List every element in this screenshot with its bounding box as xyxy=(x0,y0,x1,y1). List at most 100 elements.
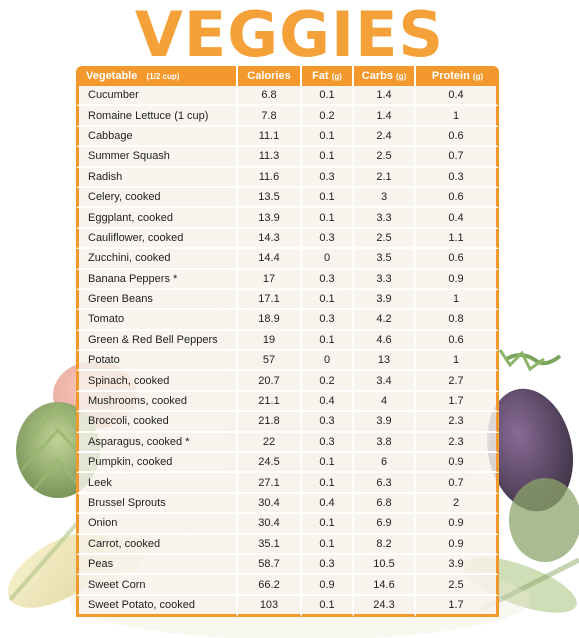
fat-cell: 0.3 xyxy=(302,167,354,188)
column-header-protein: Protein (g) xyxy=(416,66,499,86)
vegetable-cell: Pumpkin, cooked xyxy=(76,453,238,474)
fat-cell: 0.1 xyxy=(302,473,354,494)
page-title: VEGGIES xyxy=(134,0,445,71)
calories-cell: 6.8 xyxy=(238,86,302,107)
table-header-row: Vegetable (1/2 cup) Calories Fat (g) Car… xyxy=(76,66,499,86)
table-row: Asparagus, cooked * 22 0.3 3.8 2.3 xyxy=(76,432,499,454)
carbs-cell: 13 xyxy=(354,351,416,372)
vegetable-cell: Broccoli, cooked xyxy=(76,412,238,433)
calories-cell: 13.5 xyxy=(238,187,302,209)
calories-cell: 21.1 xyxy=(238,391,302,413)
vegetable-cell: Green Beans xyxy=(76,289,238,311)
carbs-cell: 24.3 xyxy=(354,595,416,618)
protein-cell: 0.9 xyxy=(416,514,499,535)
vegetable-cell: Asparagus, cooked * xyxy=(76,432,238,454)
fat-cell: 0.3 xyxy=(302,310,354,331)
carbs-cell: 1.4 xyxy=(354,86,416,107)
vegetable-cell: Banana Peppers * xyxy=(76,269,238,290)
vegetable-cell: Zucchini, cooked xyxy=(76,249,238,270)
protein-cell: 2 xyxy=(416,493,499,515)
table-row: Banana Peppers * 17 0.3 3.3 0.9 xyxy=(76,269,499,290)
fat-cell: 0.1 xyxy=(302,289,354,311)
calories-cell: 21.8 xyxy=(238,412,302,433)
fat-cell: 0.1 xyxy=(302,208,354,229)
calories-cell: 17.1 xyxy=(238,289,302,311)
protein-cell: 0.9 xyxy=(416,269,499,290)
protein-cell: 3.9 xyxy=(416,554,499,576)
carbs-cell: 1.4 xyxy=(354,106,416,127)
vegetable-cell: Green & Red Bell Peppers xyxy=(76,330,238,352)
carbs-cell: 8.2 xyxy=(354,534,416,555)
carbs-cell: 2.4 xyxy=(354,126,416,148)
table-row: Tomato 18.9 0.3 4.2 0.8 xyxy=(76,310,499,331)
carbs-cell: 2.1 xyxy=(354,167,416,188)
carbs-cell: 4.6 xyxy=(354,330,416,352)
fat-cell: 0.1 xyxy=(302,86,354,107)
calories-cell: 14.3 xyxy=(238,228,302,250)
column-header-carbs: Carbs (g) xyxy=(354,66,416,86)
table-row: Green & Red Bell Peppers 19 0.1 4.6 0.6 xyxy=(76,330,499,352)
fat-cell: 0.2 xyxy=(302,371,354,392)
fat-cell: 0 xyxy=(302,249,354,270)
column-header-calories: Calories xyxy=(238,66,302,86)
fat-cell: 0.1 xyxy=(302,187,354,209)
vegetable-cell: Radish xyxy=(76,167,238,188)
calories-cell: 35.1 xyxy=(238,534,302,555)
carbs-cell: 3.9 xyxy=(354,412,416,433)
table-row: Radish 11.6 0.3 2.1 0.3 xyxy=(76,167,499,188)
column-header-vegetable: Vegetable (1/2 cup) xyxy=(76,66,238,86)
fat-cell: 0.3 xyxy=(302,554,354,576)
protein-cell: 2.3 xyxy=(416,412,499,433)
protein-cell: 0.4 xyxy=(416,208,499,229)
carbs-cell: 4 xyxy=(354,391,416,413)
table-row: Zucchini, cooked 14.4 0 3.5 0.6 xyxy=(76,249,499,270)
protein-cell: 0.4 xyxy=(416,86,499,107)
vegetable-cell: Sweet Corn xyxy=(76,575,238,596)
vegetable-cell: Peas xyxy=(76,554,238,576)
fat-cell: 0.3 xyxy=(302,228,354,250)
table-row: Romaine Lettuce (1 cup) 7.8 0.2 1.4 1 xyxy=(76,106,499,127)
calories-cell: 11.1 xyxy=(238,126,302,148)
fat-cell: 0.1 xyxy=(302,330,354,352)
vegetable-cell: Celery, cooked xyxy=(76,187,238,209)
table-row: Eggplant, cooked 13.9 0.1 3.3 0.4 xyxy=(76,208,499,229)
table-row: Brussel Sprouts 30.4 0.4 6.8 2 xyxy=(76,493,499,515)
calories-cell: 30.4 xyxy=(238,514,302,535)
carbs-cell: 3 xyxy=(354,187,416,209)
fat-cell: 0.4 xyxy=(302,391,354,413)
carbs-cell: 6.3 xyxy=(354,473,416,494)
carbs-cell: 3.8 xyxy=(354,432,416,454)
protein-cell: 1.7 xyxy=(416,595,499,618)
protein-cell: 0.9 xyxy=(416,534,499,555)
vegetable-cell: Cabbage xyxy=(76,126,238,148)
table-row: Mushrooms, cooked 21.1 0.4 4 1.7 xyxy=(76,391,499,413)
protein-cell: 0.7 xyxy=(416,147,499,168)
vegetable-cell: Carrot, cooked xyxy=(76,534,238,555)
table-row: Leek 27.1 0.1 6.3 0.7 xyxy=(76,473,499,494)
carbs-cell: 3.3 xyxy=(354,269,416,290)
table-row: Broccoli, cooked 21.8 0.3 3.9 2.3 xyxy=(76,412,499,433)
calories-cell: 11.6 xyxy=(238,167,302,188)
column-header-fat: Fat (g) xyxy=(302,66,354,86)
protein-cell: 0.3 xyxy=(416,167,499,188)
protein-cell: 0.6 xyxy=(416,126,499,148)
table-row: Peas 58.7 0.3 10.5 3.9 xyxy=(76,554,499,576)
vegetable-cell: Summer Squash xyxy=(76,147,238,168)
vegetable-cell: Brussel Sprouts xyxy=(76,493,238,515)
protein-cell: 0.9 xyxy=(416,453,499,474)
protein-cell: 1 xyxy=(416,106,499,127)
table-row: Cucumber 6.8 0.1 1.4 0.4 xyxy=(76,86,499,107)
nutrition-table: Vegetable (1/2 cup) Calories Fat (g) Car… xyxy=(76,66,499,618)
table-row: Cauliflower, cooked 14.3 0.3 2.5 1.1 xyxy=(76,228,499,250)
fat-cell: 0.3 xyxy=(302,269,354,290)
vegetable-cell: Spinach, cooked xyxy=(76,371,238,392)
table-row: Onion 30.4 0.1 6.9 0.9 xyxy=(76,514,499,535)
protein-cell: 0.7 xyxy=(416,473,499,494)
table-row: Green Beans 17.1 0.1 3.9 1 xyxy=(76,289,499,311)
fat-cell: 0.3 xyxy=(302,432,354,454)
calories-cell: 19 xyxy=(238,330,302,352)
calories-cell: 17 xyxy=(238,269,302,290)
fat-cell: 0.1 xyxy=(302,147,354,168)
protein-cell: 1.1 xyxy=(416,228,499,250)
fat-cell: 0.1 xyxy=(302,126,354,148)
